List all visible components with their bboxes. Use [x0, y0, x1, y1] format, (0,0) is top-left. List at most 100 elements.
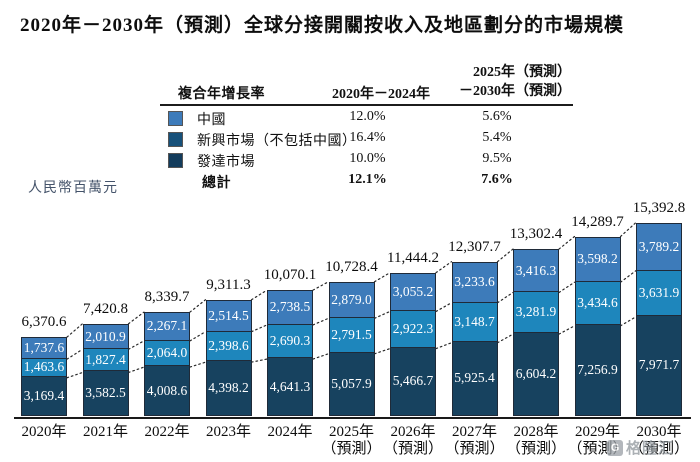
x-axis-label: 2022年 — [144, 424, 190, 440]
bar-segment: 3,631.9 — [636, 269, 682, 316]
stacked-bar-2024年: 2,738.5 2,690.3 4,641.3 — [267, 290, 313, 418]
bar-segment: 2,267.1 — [144, 312, 190, 341]
bar-segment: 2,879.0 — [328, 281, 375, 319]
stacked-bar-2030年: 3,789.2 3,631.9 7,971.7 — [636, 222, 682, 418]
bar-total-label: 15,392.8 — [632, 199, 686, 216]
bar-segment: 3,055.2 — [390, 272, 436, 312]
dotted-connector — [373, 347, 391, 355]
stacked-bar-2029年: 3,598.2 3,434.6 7,256.9 — [574, 236, 621, 418]
dotted-connector — [312, 353, 330, 360]
legend-row-value: 16.4% — [349, 130, 386, 145]
dotted-connector — [558, 325, 576, 335]
legend-row: 中國 12.0% 5.6% — [160, 108, 573, 129]
legend-row-value: 5.4% — [482, 130, 512, 145]
bar-total-label: 12,307.7 — [448, 238, 501, 255]
bar-total-label: 10,070.1 — [263, 267, 317, 284]
dotted-connector — [127, 366, 145, 374]
bar-segment: 2,010.9 — [82, 323, 129, 350]
legend-swatch-icon — [168, 153, 183, 168]
bar-segment: 7,971.7 — [636, 314, 682, 416]
legend-row-value: 9.5% — [482, 151, 512, 166]
bar-total-label: 10,728.4 — [325, 258, 378, 275]
x-axis-label: 2026年 （預測） — [382, 424, 443, 457]
stacked-bar-2023年: 2,514.5 2,398.6 4,398.2 — [205, 299, 252, 418]
legend-header-period-2025-2030-line2: －2030年（預測） — [459, 84, 571, 99]
stacked-bar-2022年: 2,267.1 2,064.0 4,008.6 — [144, 312, 190, 418]
dotted-connector — [127, 340, 145, 350]
bar-segment: 6,604.2 — [513, 332, 559, 416]
bar-total-label: 14,289.7 — [571, 213, 624, 230]
axis-unit-label: 人民幣百萬元 — [28, 181, 118, 196]
dotted-connector — [619, 316, 637, 327]
bar-segment: 1,827.4 — [82, 348, 129, 372]
bar-total-label: 7,420.8 — [83, 300, 128, 317]
legend-swatch-icon — [168, 111, 183, 126]
bar-segment: 2,514.5 — [205, 299, 252, 332]
watermark-text: 格隆汇 — [626, 440, 675, 457]
legend-row: 發達市場 10.0% 9.5% — [160, 150, 573, 171]
bar-segment: 2,690.3 — [267, 323, 313, 359]
dotted-connector — [558, 281, 576, 294]
bar-segment: 4,008.6 — [144, 365, 190, 416]
bar-total-label: 13,302.4 — [509, 226, 563, 243]
bar-segment: 4,641.3 — [267, 357, 313, 416]
dotted-connector — [250, 324, 268, 333]
legend-row-label: 新興市場（不包括中國） — [197, 134, 357, 149]
legend-row-value: 7.6% — [481, 172, 513, 187]
stacked-bar-2021年: 2,010.9 1,827.4 3,582.5 — [82, 323, 129, 418]
dotted-connector — [619, 270, 637, 283]
bar-segment: 3,434.6 — [574, 281, 621, 325]
bar-total-label: 8,339.7 — [144, 289, 190, 306]
x-axis-label: 2023年 — [205, 424, 251, 440]
page-title: 2020年－2030年（預測）全球分接開關按收入及地區劃分的市場規模 — [20, 15, 625, 36]
dotted-connector — [189, 361, 207, 368]
gelonghui-logo-icon: G — [607, 439, 623, 456]
bar-segment: 2,398.6 — [205, 330, 252, 362]
dotted-connector — [312, 317, 330, 326]
legend-row-total: 總計 12.1% 7.6% — [160, 171, 573, 192]
bar-segment: 3,789.2 — [636, 222, 682, 271]
dotted-connector — [496, 333, 514, 344]
dotted-connector — [66, 371, 84, 379]
bar-total-label: 9,311.3 — [206, 276, 251, 293]
x-axis-label: 2025年 （預測） — [321, 424, 382, 457]
bar-total-label: 6,370.6 — [21, 314, 67, 331]
stacked-bar-2027年: 3,233.6 3,148.7 5,925.4 — [451, 261, 498, 418]
x-axis-label: 2021年 — [82, 424, 128, 440]
cagr-legend-table: 複合年增長率 2020年－2024年 2025年（預測） －2030年（預測） … — [160, 60, 573, 195]
bar-segment: 3,416.3 — [513, 249, 559, 293]
stacked-bar-2020年: 1,737.6 1,463.6 3,169.4 — [21, 337, 67, 418]
legend-header-period-2025-2030: 2025年（預測） －2030年（預測） — [423, 63, 571, 101]
legend-row-label: 中國 — [197, 113, 226, 128]
legend-header-cagr: 複合年增長率 — [178, 87, 265, 102]
dotted-connector — [496, 291, 514, 304]
bar-segment: 2,922.3 — [390, 310, 436, 348]
dotted-connector — [435, 342, 453, 350]
bar-segment: 2,791.5 — [328, 317, 375, 353]
legend-row-label: 發達市場 — [197, 155, 255, 170]
stacked-bar-2028年: 3,416.3 3,281.9 6,604.2 — [513, 249, 559, 418]
watermark-gelonghui: G 格隆汇 — [607, 437, 674, 458]
bar-segment: 5,057.9 — [328, 351, 375, 416]
bar-segment: 3,598.2 — [574, 236, 621, 283]
legend-row-value: 12.1% — [348, 172, 387, 187]
bar-segment: 2,064.0 — [144, 339, 190, 367]
legend-row-value: 12.0% — [349, 109, 386, 124]
legend-row-value: 5.6% — [482, 109, 512, 124]
bar-segment: 7,256.9 — [574, 323, 621, 416]
bar-segment: 4,398.2 — [205, 360, 252, 416]
bar-segment: 5,925.4 — [451, 340, 498, 416]
bar-segment: 3,281.9 — [513, 291, 559, 334]
x-axis-label: 2028年 （預測） — [505, 424, 566, 457]
legend-header-period-2020-2024: 2020年－2024年 — [332, 87, 430, 102]
bar-segment: 3,148.7 — [451, 301, 498, 342]
bar-segment: 3,233.6 — [451, 261, 498, 303]
dotted-connector — [189, 331, 207, 342]
bar-segment: 5,466.7 — [390, 346, 436, 416]
dotted-connector — [66, 348, 84, 360]
legend-swatch-icon — [168, 132, 183, 147]
stacked-bar-2026年: 3,055.2 2,922.3 5,466.7 — [390, 272, 436, 418]
dotted-connector — [250, 358, 268, 363]
